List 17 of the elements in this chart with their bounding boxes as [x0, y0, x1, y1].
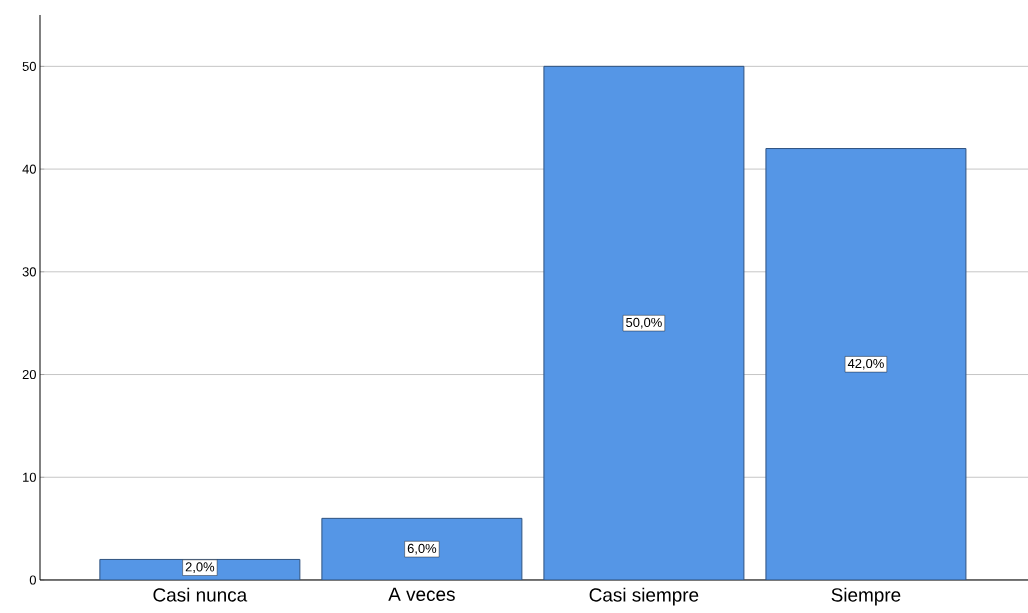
x-tick-label: Casi nunca: [153, 587, 248, 602]
bar: [543, 65, 745, 580]
y-tick-label: 10: [23, 472, 36, 482]
x-tick-label: A veces: [388, 587, 455, 601]
data-label: 2,0%: [185, 562, 215, 574]
y-tick-label: 0: [29, 575, 36, 585]
data-label: 50,0%: [626, 317, 662, 329]
data-label: 42,0%: [847, 358, 884, 370]
x-tick-label: Casi siempre: [589, 587, 699, 606]
data-label: 6,0%: [407, 543, 437, 555]
x-tick-label: Siempre: [831, 587, 901, 606]
bar: [765, 148, 967, 580]
y-tick-label: 30: [22, 267, 36, 277]
y-tick-label: 20: [22, 369, 36, 380]
bar: [321, 517, 523, 580]
y-tick-label: 40: [22, 164, 36, 174]
y-tick-label: 50: [22, 61, 36, 71]
